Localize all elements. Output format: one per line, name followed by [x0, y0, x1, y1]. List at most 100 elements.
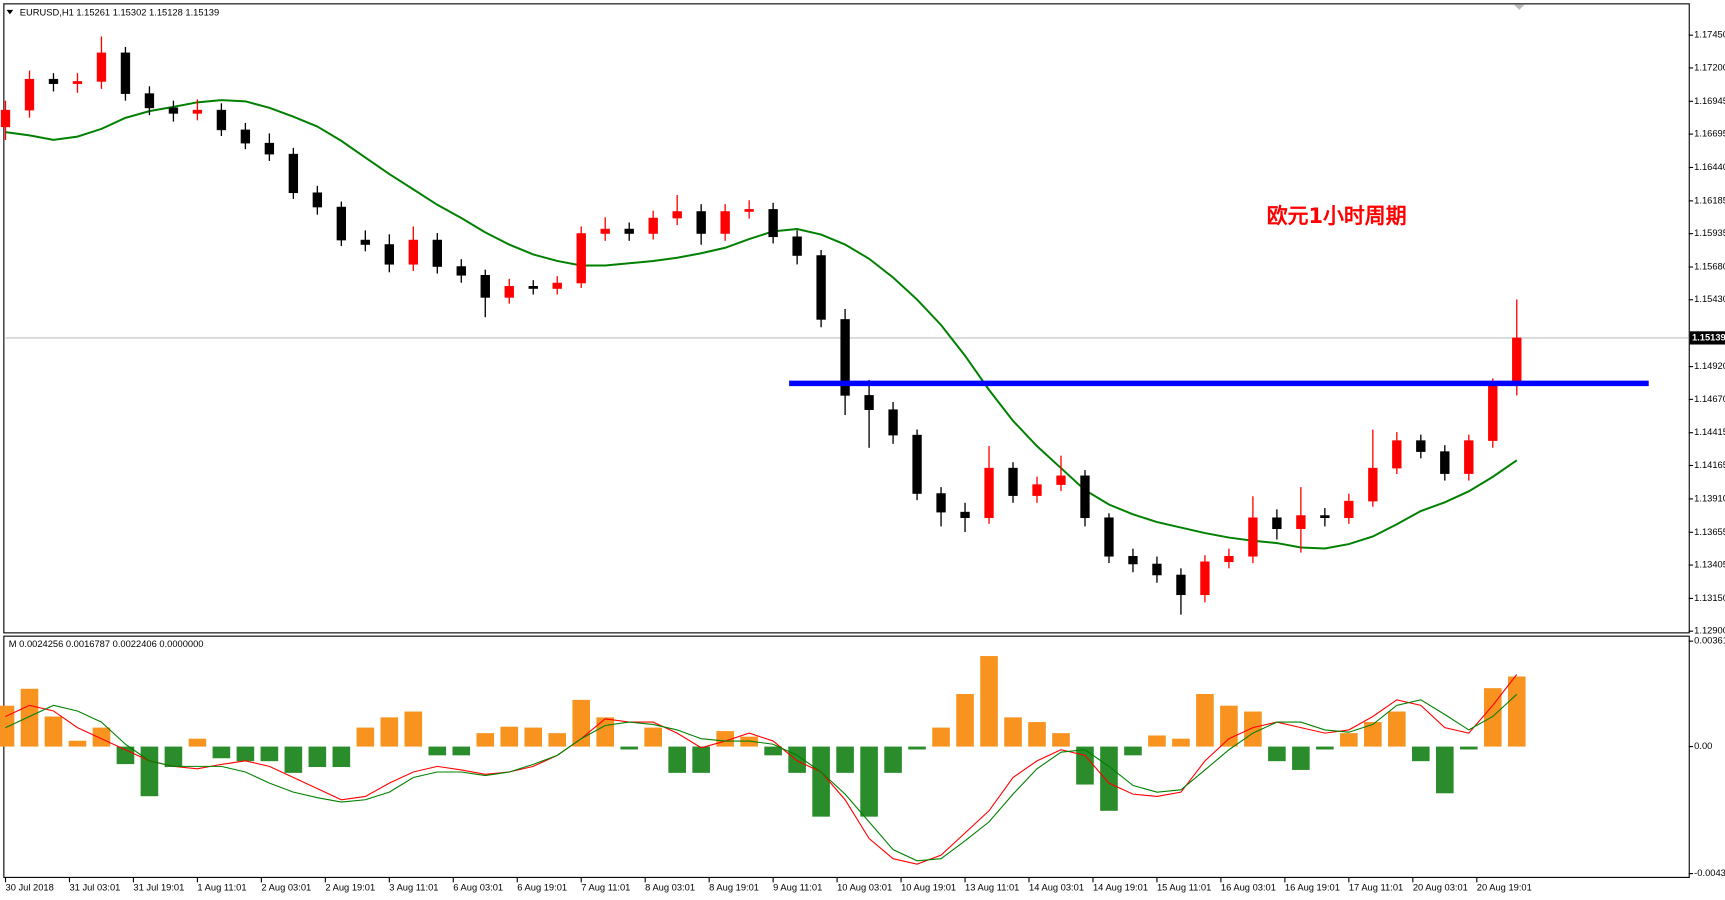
histogram-bar — [1004, 717, 1022, 747]
histogram-bar — [668, 746, 686, 773]
histogram-bar — [236, 746, 255, 762]
x-tick-label: 7 Aug 11:01 — [581, 882, 630, 892]
x-tick-label: 3 Aug 11:01 — [389, 882, 438, 892]
shift-marker — [1513, 4, 1525, 10]
histogram-bar — [188, 738, 207, 747]
histogram-bar — [1507, 676, 1526, 747]
x-tick-label: 15 Aug 11:01 — [1157, 882, 1211, 892]
y-tick-label: 0.00 — [1694, 741, 1712, 751]
y-tick-label: 1.15935 — [1694, 228, 1725, 238]
histogram-bar — [68, 740, 87, 747]
y-tick-label: -0.00435 — [1694, 868, 1725, 878]
y-tick-label: 1.13910 — [1694, 493, 1725, 503]
candle-body — [528, 286, 538, 289]
x-tick-label: 2 Aug 03:01 — [261, 882, 311, 892]
histogram-bar — [356, 727, 375, 747]
histogram-bar — [1220, 705, 1238, 747]
candle-body — [48, 78, 59, 84]
y-tick-label: 1.16440 — [1694, 162, 1725, 172]
candle-body — [72, 81, 83, 84]
last-price-box — [1689, 331, 1725, 345]
candle-body — [240, 129, 251, 144]
histogram-bar — [308, 746, 327, 768]
candle-body — [1104, 517, 1114, 557]
candle-body — [312, 192, 323, 208]
histogram-bar — [884, 746, 902, 773]
candle-body — [816, 255, 826, 320]
y-tick-label: 1.17200 — [1694, 62, 1725, 72]
histogram-bar — [764, 746, 782, 756]
histogram-bar — [1316, 746, 1334, 750]
candle-body — [576, 233, 586, 284]
histogram-bar — [1483, 688, 1502, 747]
histogram-bar — [1076, 746, 1094, 785]
histogram-bar — [380, 717, 399, 747]
candle-body — [168, 107, 179, 114]
histogram-bar — [596, 717, 615, 747]
histogram-bar — [836, 746, 854, 773]
x-tick-label: 2 Aug 19:01 — [325, 882, 375, 892]
histogram-bar — [1028, 722, 1046, 747]
histogram-bar — [428, 746, 447, 756]
histogram-bar — [0, 705, 15, 747]
histogram-bar — [20, 688, 39, 747]
y-tick-label: 1.14920 — [1694, 361, 1725, 371]
candle-body — [1440, 451, 1450, 474]
candle-body — [360, 239, 371, 245]
x-tick-label: 6 Aug 19:01 — [517, 882, 567, 892]
histogram-bar — [1340, 733, 1358, 747]
candle-body — [1272, 517, 1282, 530]
candle-body — [1368, 467, 1378, 502]
histogram-bar — [1196, 694, 1214, 747]
candle-body — [1464, 440, 1474, 474]
histogram-bar — [332, 746, 351, 768]
candle-body — [1200, 561, 1210, 596]
y-tick-label: 1.15430 — [1694, 294, 1725, 304]
histogram-bar — [908, 746, 926, 750]
candle-body — [864, 395, 874, 410]
candle-body — [384, 244, 394, 265]
histogram-bar — [1436, 746, 1454, 794]
y-tick-label: 1.13150 — [1694, 593, 1725, 603]
x-tick-label: 10 Aug 03:01 — [837, 882, 892, 892]
x-tick-label: 20 Aug 19:01 — [1477, 882, 1532, 892]
histogram-bar — [1124, 746, 1142, 756]
candle-body — [1128, 555, 1138, 565]
main-panel — [3, 3, 1690, 634]
candle-body — [1344, 500, 1354, 519]
candle-body — [912, 434, 922, 494]
histogram-bar — [572, 699, 591, 747]
annotation: 欧元1小时周期 — [1267, 204, 1407, 228]
candle-body — [840, 319, 850, 396]
histogram-bar — [548, 733, 567, 747]
histogram-bar — [1388, 711, 1406, 747]
candle-body — [624, 228, 634, 234]
candle-body — [1152, 563, 1162, 576]
x-tick-label: 14 Aug 19:01 — [1093, 882, 1148, 892]
candle-body — [504, 286, 514, 298]
candle-body — [696, 211, 706, 234]
candle-body — [216, 109, 227, 131]
y-tick-label: 1.14670 — [1694, 394, 1725, 404]
x-tick-label: 1 Aug 11:01 — [197, 882, 246, 892]
histogram-bar — [1100, 746, 1118, 811]
histogram-bar — [140, 746, 159, 797]
x-tick-label: 8 Aug 19:01 — [709, 882, 759, 892]
x-tick-label: 31 Jul 19:01 — [133, 882, 184, 892]
candle-body — [1512, 337, 1522, 386]
candle-body — [936, 493, 946, 513]
candle-body — [1224, 555, 1234, 563]
y-tick-label: 1.14415 — [1694, 427, 1725, 437]
y-tick-label: 1.17450 — [1694, 30, 1725, 40]
candle-body — [1416, 440, 1426, 452]
x-tick-label: 31 Jul 03:01 — [69, 882, 120, 892]
y-tick-label: 1.14165 — [1694, 460, 1725, 470]
indicator-line — [5, 693, 1518, 862]
candle-body — [552, 282, 562, 289]
candle-body — [792, 236, 802, 256]
histogram-bar — [500, 726, 519, 747]
indicator-panel — [3, 635, 1690, 878]
candle-body — [960, 511, 970, 519]
x-tick-label: 9 Aug 11:01 — [773, 882, 822, 892]
